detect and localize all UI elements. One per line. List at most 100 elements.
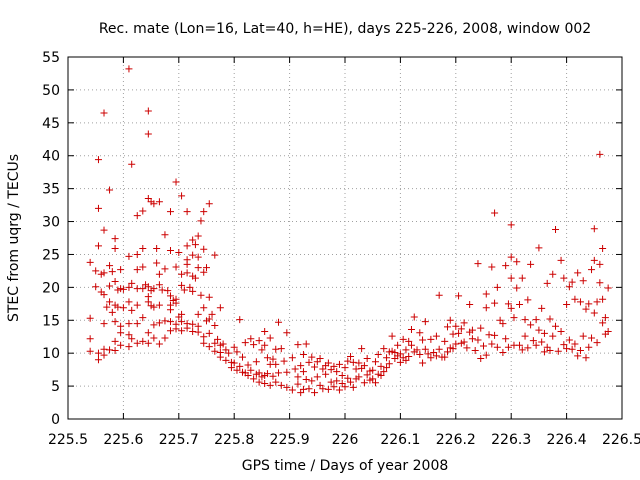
- data-point: [507, 221, 515, 229]
- data-point: [100, 291, 108, 299]
- data-point: [236, 362, 244, 370]
- data-point: [313, 373, 321, 381]
- data-point: [269, 355, 277, 363]
- data-point: [144, 283, 152, 291]
- data-point: [344, 374, 352, 382]
- data-point: [133, 212, 141, 220]
- data-point: [468, 326, 476, 334]
- y-tick-label: 30: [42, 215, 60, 231]
- data-point: [94, 204, 102, 212]
- data-point: [200, 208, 208, 216]
- data-point: [208, 310, 216, 318]
- data-point: [144, 130, 152, 138]
- data-point: [371, 358, 379, 366]
- data-point: [507, 253, 515, 261]
- data-points: [86, 65, 612, 397]
- data-point: [396, 358, 404, 366]
- data-point: [277, 345, 285, 353]
- data-point: [335, 360, 343, 368]
- data-point: [601, 314, 609, 322]
- data-point: [305, 358, 313, 366]
- data-point: [153, 245, 161, 253]
- data-point: [144, 329, 152, 337]
- data-point: [538, 304, 546, 312]
- data-point: [416, 350, 424, 358]
- data-point: [327, 378, 335, 386]
- data-point: [546, 347, 554, 355]
- data-point: [363, 354, 371, 362]
- data-point: [599, 295, 607, 303]
- data-point: [593, 339, 601, 347]
- data-point: [166, 306, 174, 314]
- data-point: [155, 270, 163, 278]
- data-point: [338, 372, 346, 380]
- data-point: [133, 266, 141, 274]
- data-point: [352, 365, 360, 373]
- data-point: [308, 377, 316, 385]
- data-point: [183, 260, 191, 268]
- data-point: [166, 327, 174, 335]
- data-point: [493, 283, 501, 291]
- data-point: [460, 319, 468, 327]
- data-point: [308, 353, 316, 361]
- data-point: [585, 300, 593, 308]
- data-point: [183, 242, 191, 250]
- data-point: [341, 383, 349, 391]
- data-point: [139, 245, 147, 253]
- data-point: [150, 303, 158, 311]
- y-tick-label: 35: [42, 182, 60, 198]
- data-point: [266, 381, 274, 389]
- data-point: [565, 336, 573, 344]
- data-point: [119, 285, 127, 293]
- data-point: [588, 334, 596, 342]
- data-point: [133, 250, 141, 258]
- data-point: [283, 368, 291, 376]
- data-point: [269, 372, 277, 380]
- data-point: [92, 283, 100, 291]
- data-point: [227, 364, 235, 372]
- data-point: [499, 320, 507, 328]
- data-point: [427, 354, 435, 362]
- data-point: [302, 376, 310, 384]
- data-point: [344, 357, 352, 365]
- data-point: [291, 365, 299, 373]
- data-point: [128, 335, 136, 343]
- data-point: [106, 186, 114, 194]
- data-point: [576, 298, 584, 306]
- data-point: [568, 278, 576, 286]
- data-point: [446, 316, 454, 324]
- data-point: [117, 266, 125, 274]
- data-point: [449, 345, 457, 353]
- data-point: [499, 349, 507, 357]
- data-point: [194, 328, 202, 336]
- data-point: [427, 335, 435, 343]
- data-point: [119, 304, 127, 312]
- x-tick-label: 226.4: [547, 432, 587, 448]
- data-point: [117, 322, 125, 330]
- data-point: [178, 327, 186, 335]
- data-point: [563, 300, 571, 308]
- data-point: [180, 286, 188, 294]
- data-point: [283, 329, 291, 337]
- x-tick-label: 226: [332, 432, 359, 448]
- data-point: [516, 300, 524, 308]
- data-point: [452, 340, 460, 348]
- data-point: [139, 263, 147, 271]
- data-point: [100, 226, 108, 234]
- data-point: [383, 354, 391, 362]
- data-point: [106, 298, 114, 306]
- data-point: [521, 332, 529, 340]
- data-point: [421, 345, 429, 353]
- data-point: [299, 385, 307, 393]
- data-point: [477, 324, 485, 332]
- data-point: [236, 316, 244, 324]
- data-point: [463, 344, 471, 352]
- data-point: [233, 366, 241, 374]
- data-point: [255, 378, 263, 386]
- data-point: [322, 370, 330, 378]
- data-point: [172, 325, 180, 333]
- data-point: [527, 321, 535, 329]
- data-point: [518, 346, 526, 354]
- data-point: [108, 308, 116, 316]
- data-point: [335, 386, 343, 394]
